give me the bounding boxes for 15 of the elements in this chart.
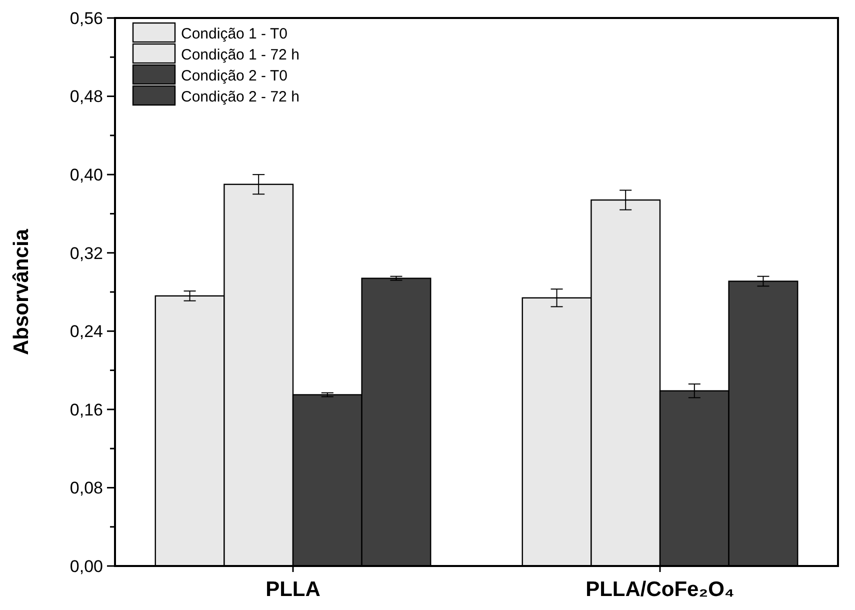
legend-label: Condição 2 - 72 h [181, 88, 300, 106]
y-tick-label: 0,24 [70, 322, 103, 342]
x-tick-label: PLLA/CoFe₂O₄ [586, 578, 734, 601]
y-tick-label: 0,08 [70, 478, 103, 498]
legend-label: Condição 2 - T0 [181, 67, 288, 84]
y-tick-label: 0,00 [70, 556, 103, 576]
y-tick-label: 0,40 [70, 166, 103, 185]
y-tick-label: 0,48 [70, 87, 103, 106]
x-tick-label: PLLA [266, 578, 320, 601]
y-axis-title: Absorvância [10, 228, 33, 356]
y-tick-label: 0,32 [70, 244, 103, 263]
legend-label: Condição 1 - T0 [181, 25, 288, 42]
y-tick-label: 0,56 [70, 8, 103, 28]
y-tick-label: 0,16 [70, 400, 103, 420]
legend-label: Condição 1 - 72 h [181, 46, 300, 64]
